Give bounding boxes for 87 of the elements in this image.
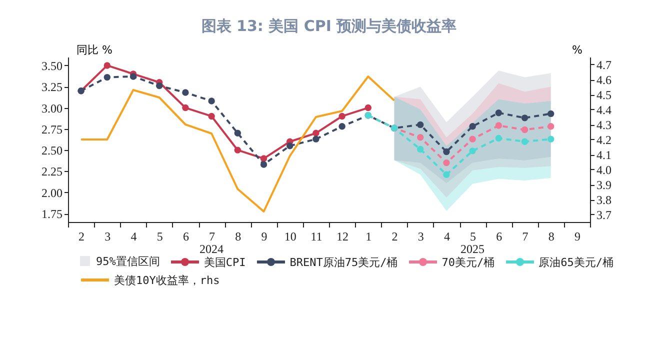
x-tick-label: 4 [130,230,137,244]
legend-label: BRENT原油75美元/桶 [288,254,398,270]
x-tick-label: 7 [209,230,216,244]
point [312,136,320,142]
chart-title: 图表 13: 美国 CPI 预测与美债收益率 [201,17,457,35]
y-tick-label: 3.00 [42,101,62,116]
x-tick-label: 5 [156,230,163,244]
x-tick-label: 6 [496,230,502,244]
point [338,112,346,120]
y-tick-label: 3.50 [42,58,62,73]
x-tick-label: 9 [261,230,268,244]
point [156,82,163,90]
point [443,159,450,166]
point [416,146,424,153]
point [521,126,528,134]
y2-tick-label: 4.1 [596,148,612,162]
line-series [80,76,396,212]
x-tick-label: 1 [366,230,372,244]
x-tick-label: 8 [548,230,554,244]
point [443,171,450,178]
y2-tick-label: 4.2 [596,133,612,147]
text: 95%置信区间 [95,254,160,270]
x-tick-label: 8 [235,230,242,244]
point [260,161,268,168]
y-axis-title: 同比 % [76,44,112,56]
point [416,134,424,141]
text: 2025 [460,242,485,256]
y2-tick-label: 3.9 [596,178,612,192]
point [208,112,215,120]
legend-label: 美债10Y收益率，rhs [113,272,220,288]
y2-tick-label: 3.7 [596,208,612,222]
y2-tick-label: 4.5 [596,88,612,102]
point [416,121,424,128]
y2-tick-label: 4.6 [596,73,612,87]
x-tick-label: 4 [444,230,450,244]
x-tick-label: 2 [78,230,85,244]
x-tick-label: 5 [470,230,476,244]
x-tick-label: 3 [418,230,424,244]
point [547,123,554,130]
x-tick-label: 7 [522,230,528,244]
y-tick-label: 2.25 [42,164,62,179]
x-tick-label: 2 [392,230,398,244]
x-tick-label: 9 [574,230,580,244]
point [521,138,528,145]
point [260,155,268,162]
point [521,114,528,122]
point [104,62,111,69]
point [104,74,111,81]
point [312,130,320,136]
legend-label: 原油65美元/桶 [538,254,614,270]
point [182,89,189,96]
x-tick-label: 10 [284,230,296,244]
y-tick-label: 3.25 [42,80,62,94]
y-tick-label: 2.00 [42,186,62,200]
y-tick-label: 2.50 [42,144,62,158]
y2-tick-label: 4.0 [596,163,612,177]
text: 2024 [200,242,224,256]
point [286,142,294,150]
point [234,130,242,136]
y2-tick-label: 4.7 [596,58,612,72]
point [495,110,502,116]
point [547,136,554,142]
point [469,136,476,142]
point [182,104,189,112]
point [469,123,476,130]
point [338,123,346,130]
point [469,148,476,154]
legend-label: 美国CPI [202,254,246,270]
point [234,146,242,154]
point [208,98,215,104]
point [547,110,554,118]
x-tick-label: 3 [104,230,111,244]
y2-tick-label: 4.3 [596,118,612,132]
x-tick-label: 11 [310,230,322,244]
point [495,122,502,129]
y-tick-label: 2.75 [42,122,62,136]
x-tick-label: 6 [182,230,189,244]
point [130,73,137,80]
legend-label: 70美元/桶 [440,254,495,270]
point [443,148,450,156]
x-tick-label: 12 [336,230,349,244]
y2-tick-label: 3.8 [596,193,612,207]
y2-axis-title: % [572,44,582,56]
point [364,104,372,112]
y-tick-label: 1.75 [42,207,62,222]
y2-tick-label: 4.4 [596,103,612,117]
point [495,134,502,142]
